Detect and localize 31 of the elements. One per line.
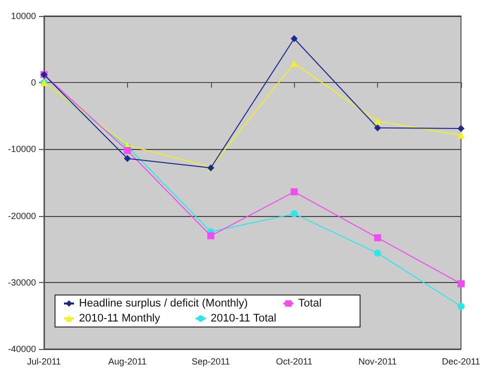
legend-label: Headline surplus / deficit (Monthly) [79, 298, 278, 310]
x-tick-label: Sep-2011 [192, 356, 230, 366]
point [458, 125, 464, 132]
point [290, 35, 298, 42]
legend-label: Total [298, 298, 352, 310]
point [374, 250, 382, 257]
x-tick-label: Nov-2011 [358, 356, 397, 366]
legend-label: 2010-11 Total [210, 312, 307, 324]
point [207, 232, 214, 240]
point [124, 147, 131, 154]
x-tick-label: Dec-2011 [442, 356, 480, 366]
legend-label: 2010-11 Monthly [79, 312, 191, 324]
x-tick-label: Aug-2011 [108, 356, 147, 366]
y-tick-label: 10000 [10, 11, 36, 21]
point [458, 280, 464, 288]
point [290, 188, 298, 196]
point [374, 124, 382, 132]
y-tick-label: 0 [30, 78, 36, 88]
y-tick-label: -20000 [8, 210, 36, 221]
x-tick-label: Oct-2011 [276, 356, 312, 366]
x-tick-label: Jul-2011 [27, 356, 61, 366]
point [458, 302, 464, 310]
point [290, 210, 298, 218]
y-tick-label: -10000 [8, 144, 36, 154]
point [374, 118, 382, 125]
y-tick-label: -30000 [8, 277, 36, 288]
point [458, 132, 464, 139]
point [124, 155, 131, 162]
point [374, 234, 382, 242]
point [290, 60, 298, 67]
y-tick-label: -40000 [8, 344, 36, 354]
